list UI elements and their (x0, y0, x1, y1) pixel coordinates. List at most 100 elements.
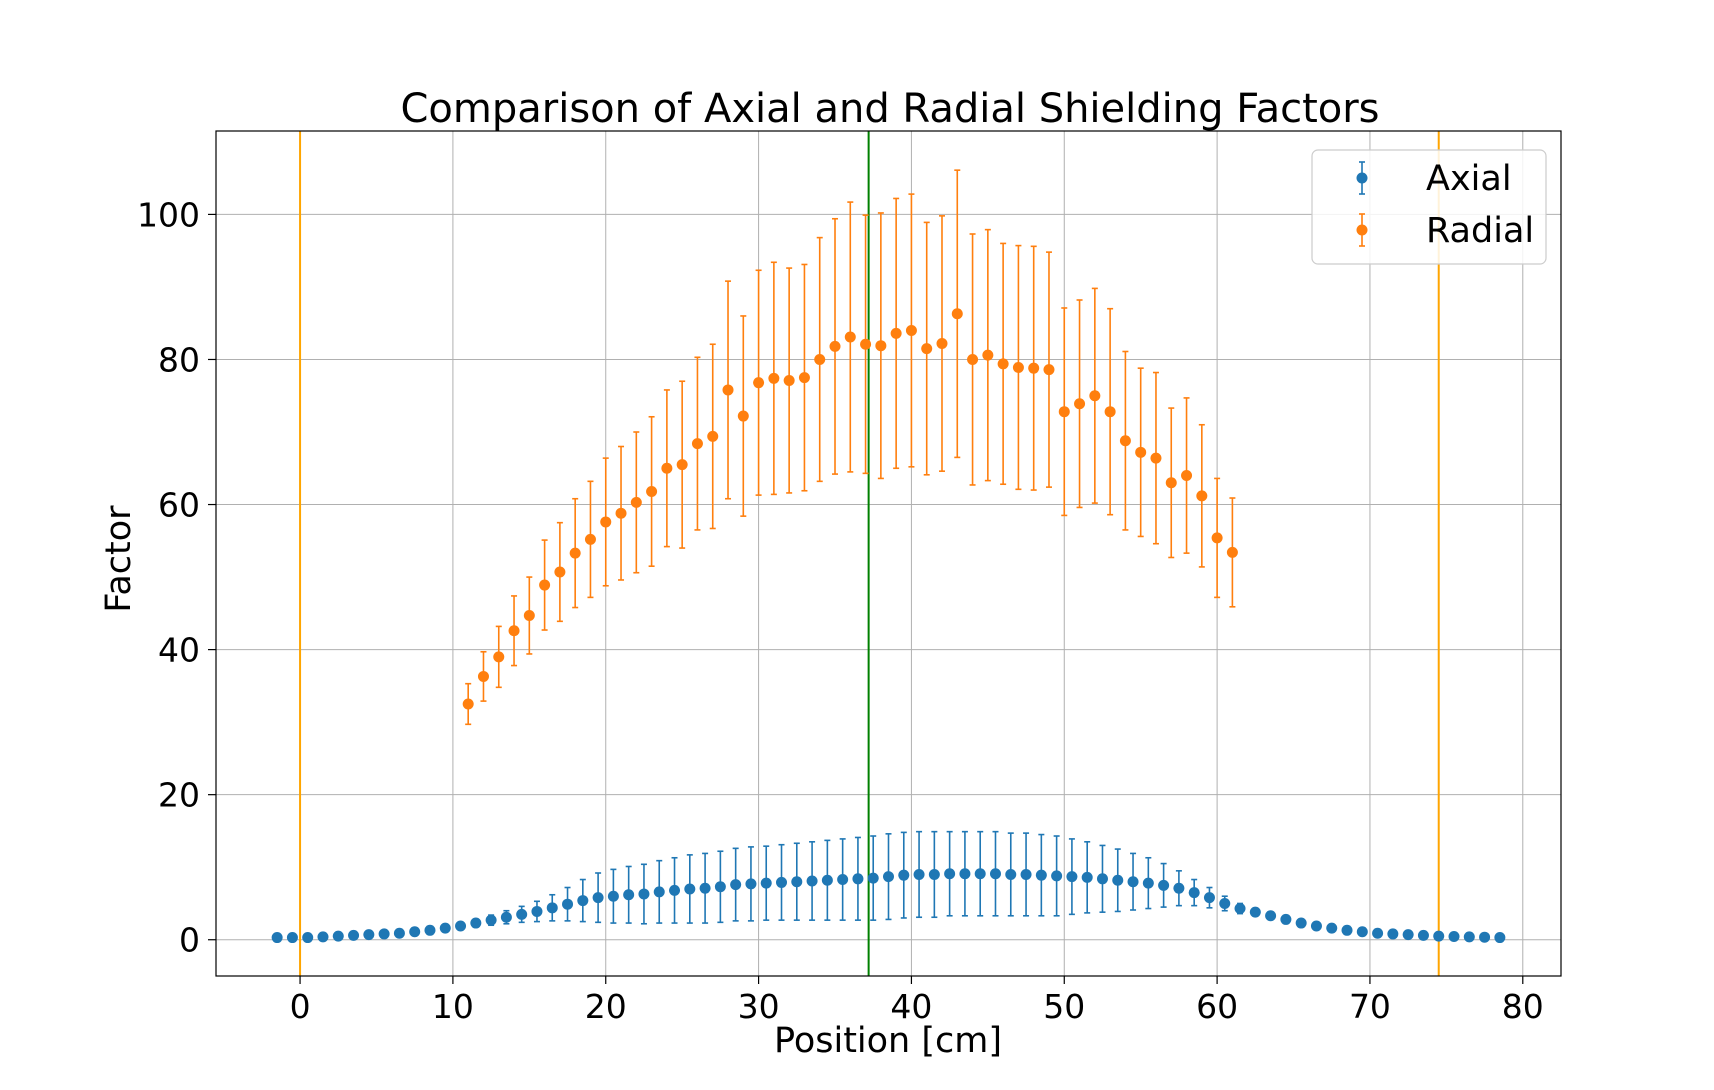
data-point (867, 872, 879, 884)
data-point (317, 931, 329, 943)
data-point (615, 507, 627, 519)
x-tick-label: 50 (1043, 987, 1085, 1026)
legend-label-radial: Radial (1426, 211, 1534, 251)
data-point (653, 886, 665, 898)
data-point (798, 372, 810, 384)
data-point (684, 883, 696, 895)
data-point (936, 338, 948, 350)
data-point (363, 929, 375, 941)
data-point (760, 877, 772, 889)
data-point (393, 927, 405, 939)
data-point (1104, 406, 1116, 418)
x-axis-label: Position [cm] (774, 1021, 1002, 1061)
x-tick-label: 10 (432, 987, 474, 1026)
data-point (470, 917, 482, 929)
data-point (730, 879, 742, 891)
data-point (852, 873, 864, 885)
data-point (569, 547, 581, 559)
series-radial (462, 169, 1238, 726)
data-point (905, 324, 917, 336)
x-tick-label: 70 (1349, 987, 1391, 1026)
grid (216, 131, 1561, 976)
data-point (493, 651, 505, 663)
y-tick-label: 100 (137, 195, 200, 234)
data-point (623, 889, 635, 901)
data-point (1066, 871, 1078, 883)
x-tick-label: 60 (1196, 987, 1238, 1026)
data-point (378, 928, 390, 940)
legend-label-axial: Axial (1426, 159, 1512, 199)
data-point (577, 895, 589, 907)
chart-title: Comparison of Axial and Radial Shielding… (400, 86, 1379, 132)
data-point (1203, 892, 1215, 904)
data-point (1096, 873, 1108, 885)
data-point (699, 882, 711, 894)
data-point (1234, 903, 1246, 915)
data-point (1127, 876, 1139, 888)
data-point (332, 930, 344, 942)
data-point (1142, 877, 1154, 889)
data-point (546, 902, 558, 914)
data-point (638, 888, 650, 900)
data-point (1356, 926, 1368, 938)
data-point (661, 462, 673, 474)
legend-marker-point (1356, 224, 1368, 236)
axis-ticks: 0 10 20 30 40 50 60 70 80 0 20 40 60 80 100 (137, 195, 1544, 1026)
data-point (592, 892, 604, 904)
data-point (768, 372, 780, 384)
legend-marker-point (1356, 172, 1368, 184)
series-axial (271, 830, 1506, 944)
y-tick-label: 0 (179, 921, 200, 960)
data-point (1051, 870, 1063, 882)
data-point (890, 327, 902, 339)
data-point (455, 920, 467, 932)
data-point (1188, 887, 1200, 899)
data-point (921, 343, 933, 355)
data-point (1020, 868, 1032, 880)
data-point (1310, 920, 1322, 932)
data-point (814, 353, 826, 365)
data-point (707, 430, 719, 442)
data-point (630, 496, 642, 508)
data-point (439, 922, 451, 934)
data-point (1326, 922, 1338, 934)
data-point (607, 890, 619, 902)
data-point (1280, 913, 1292, 925)
data-point (516, 908, 528, 920)
data-point (500, 911, 512, 923)
data-point (1265, 910, 1277, 922)
data-point (562, 898, 574, 910)
data-point (997, 358, 1009, 370)
data-point (1479, 931, 1491, 943)
data-point (1043, 364, 1055, 376)
data-point (1135, 446, 1147, 458)
data-point (1448, 930, 1460, 942)
data-point (508, 625, 520, 637)
data-point (974, 868, 986, 880)
data-point (1211, 532, 1223, 544)
data-point (1150, 452, 1162, 464)
data-point (806, 875, 818, 887)
data-point (1433, 930, 1445, 942)
x-tick-label: 40 (890, 987, 932, 1026)
data-point (1295, 917, 1307, 929)
data-point (646, 485, 658, 497)
data-point (714, 881, 726, 893)
data-point (944, 868, 956, 880)
data-point (1165, 477, 1177, 489)
data-point (1119, 435, 1131, 447)
data-point (691, 438, 703, 450)
data-point (1089, 390, 1101, 402)
data-point (1463, 931, 1475, 943)
data-point (485, 914, 497, 926)
data-point (669, 884, 681, 896)
data-point (523, 610, 535, 622)
data-point (722, 384, 734, 396)
data-point (1372, 927, 1384, 939)
data-point (462, 698, 474, 710)
x-tick-label: 0 (290, 987, 311, 1026)
data-point (844, 331, 856, 343)
data-point (1249, 906, 1261, 918)
data-point (600, 516, 612, 528)
